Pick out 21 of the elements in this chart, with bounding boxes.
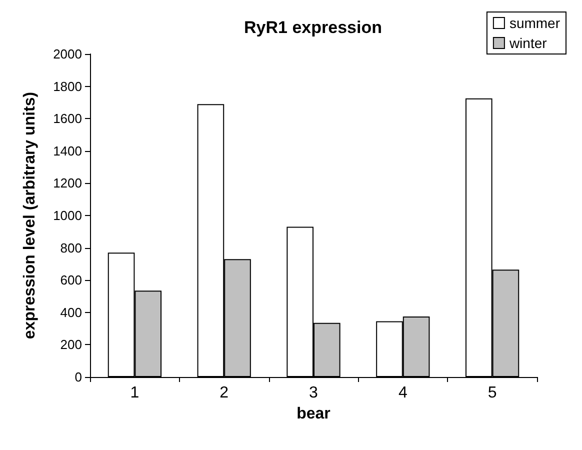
y-tick-label: 1200	[53, 176, 82, 191]
y-tick-label: 1600	[53, 111, 82, 126]
x-tick-label: 3	[309, 384, 318, 402]
x-tick-label: 4	[398, 384, 408, 402]
y-tick-label: 1800	[53, 78, 82, 94]
y-tick-label: 800	[60, 240, 82, 256]
y-tick-label: 2000	[53, 46, 82, 62]
legend-label: summer	[509, 15, 560, 31]
x-axis-title: bear	[296, 405, 330, 422]
y-tick-label: 1400	[53, 143, 82, 158]
x-tick-label: 5	[488, 384, 497, 402]
x-tick-label: 2	[220, 384, 229, 402]
legend-label: winter	[508, 35, 548, 51]
y-tick-label: 200	[60, 337, 82, 352]
y-axis-title: expression level (arbitrary units)	[22, 92, 38, 340]
chart-title: RyR1 expression	[244, 18, 382, 37]
y-tick-label: 400	[60, 304, 82, 320]
y-tick-label: 1000	[53, 208, 82, 223]
x-tick-label: 1	[130, 384, 140, 402]
y-tick-label: 600	[60, 272, 82, 288]
y-tick-label: 0	[74, 370, 82, 384]
